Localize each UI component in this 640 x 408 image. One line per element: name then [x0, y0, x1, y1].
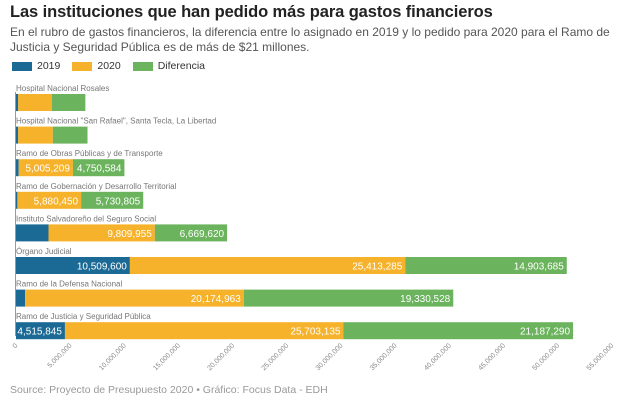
bar-diferencia [51, 94, 86, 111]
legend-swatch-2019 [12, 61, 32, 71]
data-label: 19,330,528 [400, 294, 450, 305]
data-label: 4,515,845 [17, 327, 62, 338]
category-label: Instituto Salvadoreño del Seguro Social [16, 214, 156, 223]
data-label: 5,880,450 [34, 196, 79, 207]
data-label: 4,750,584 [77, 164, 122, 175]
bar-2020 [18, 159, 73, 177]
category-label: Ramo de Obras Públicas y de Transporte [16, 149, 163, 158]
x-tick-label: 0 [12, 342, 20, 350]
data-label: 25,413,285 [352, 262, 402, 273]
bar-2020 [17, 191, 82, 209]
legend-label-2019: 2019 [37, 60, 61, 72]
bar-2020 [18, 126, 53, 144]
legend-item-2019[interactable]: 2019 [12, 60, 60, 72]
bar-2019 [16, 191, 18, 209]
legend-item-2020[interactable]: 2020 [72, 60, 121, 72]
data-label: 14,903,685 [514, 262, 564, 273]
chart-title: Las instituciones que han pedido más par… [10, 3, 493, 21]
bar-2020 [25, 289, 244, 307]
legend-swatch-diferencia [132, 61, 153, 71]
x-tick-label: 25,000,000 [261, 342, 291, 372]
legend-label-2020: 2020 [97, 60, 121, 72]
bar-2019 [16, 126, 19, 144]
bar-2020 [129, 257, 406, 274]
category-label: Hospital Nacional "San Rafael", Santa Te… [16, 117, 216, 126]
bar-diferencia [243, 289, 454, 307]
bar-2020 [64, 322, 344, 340]
bar-2019 [16, 322, 65, 340]
bar-2020 [18, 94, 52, 111]
data-label: 21,187,290 [520, 327, 570, 338]
bar-diferencia [154, 224, 228, 242]
bar-diferencia [72, 159, 125, 177]
legend-item-diferencia[interactable]: Diferencia [132, 60, 205, 72]
x-tick-label: 5,000,000 [47, 342, 74, 369]
category-label: Hospital Nacional Rosales [16, 84, 109, 93]
x-tick-label: 50,000,000 [532, 342, 562, 372]
x-tick-label: 20,000,000 [206, 342, 236, 372]
bar-diferencia [343, 322, 574, 340]
x-tick-label: 15,000,000 [152, 342, 182, 372]
bar-2020 [48, 224, 155, 242]
bar-diferencia [52, 126, 88, 144]
chart-subtitle: En el rubro de gastos financieros, la di… [10, 25, 610, 54]
x-tick-label: 30,000,000 [315, 342, 345, 372]
data-label: 6,669,620 [180, 229, 225, 240]
category-label: Ramo de Gobernación y Desarrollo Territo… [16, 182, 177, 191]
x-tick-label: 10,000,000 [98, 342, 128, 372]
bar-diferencia [81, 191, 144, 209]
bar-2019 [16, 94, 19, 111]
category-label: Ramo de Justicia y Seguridad Pública [16, 312, 151, 321]
data-label: 5,005,209 [25, 164, 70, 175]
data-label: 20,174,963 [191, 294, 241, 305]
bar-2019 [16, 257, 130, 274]
legend: 2019 2020 Diferencia [12, 60, 205, 72]
data-label: 25,703,135 [290, 327, 340, 338]
data-label: 9,809,955 [107, 229, 152, 240]
legend-swatch-2020 [72, 61, 93, 71]
data-label: 10,509,600 [77, 262, 127, 273]
category-label: Órgano Judicial [16, 247, 72, 256]
legend-label-diferencia: Diferencia [157, 60, 205, 72]
bar-2019 [16, 289, 26, 307]
bar-2019 [16, 159, 19, 177]
x-tick-label: 45,000,000 [477, 342, 507, 372]
x-tick-label: 35,000,000 [369, 342, 399, 372]
bar-2019 [16, 224, 49, 242]
x-tick-label: 55,000,000 [586, 342, 616, 372]
category-label: Ramo de la Defensa Nacional [16, 280, 123, 289]
x-tick-label: 40,000,000 [423, 342, 453, 372]
data-label: 5,730,805 [96, 196, 141, 207]
source-note: Source: Proyecto de Presupuesto 2020 • G… [10, 384, 328, 396]
bar-diferencia [405, 257, 567, 274]
